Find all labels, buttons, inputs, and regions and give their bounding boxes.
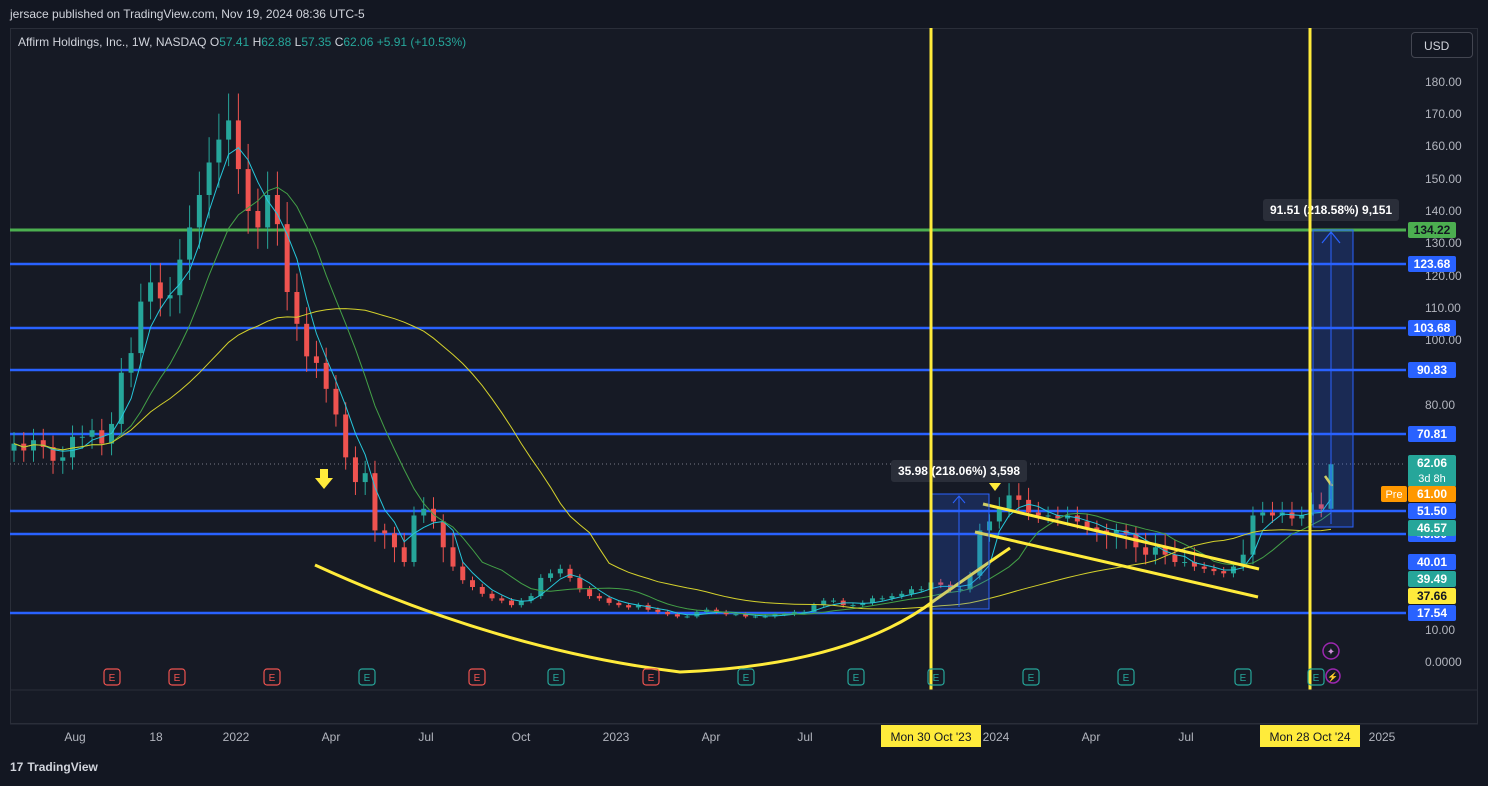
x-tick-label: Apr <box>1082 730 1101 744</box>
low-label: L <box>294 35 302 49</box>
chart-frame[interactable] <box>10 28 1478 724</box>
x-tick-label: Jul <box>418 730 433 744</box>
x-tick-label: Jul <box>797 730 812 744</box>
x-tick-label: 2024 <box>983 730 1010 744</box>
change-value: +5.91 (+10.53%) <box>376 35 467 49</box>
open-label: O <box>209 35 220 49</box>
footer-brand: 17 TradingView <box>10 760 98 774</box>
top-bar: jersace published on TradingView.com, No… <box>0 0 1488 28</box>
x-tick-label: 2025 <box>1369 730 1396 744</box>
publisher-line: jersace published on TradingView.com, No… <box>10 7 365 21</box>
brand-name: TradingView <box>27 760 98 774</box>
x-tick-label: 18 <box>149 730 163 744</box>
x-tick-label: 2023 <box>603 730 630 744</box>
symbol-legend: Affirm Holdings, Inc., 1W, NASDAQ O57.41… <box>18 35 466 49</box>
tv-logo-icon: 17 <box>10 760 24 774</box>
x-tick-label: Apr <box>322 730 341 744</box>
x-tick-label: Oct <box>512 730 531 744</box>
symbol-name: Affirm Holdings, Inc., 1W, NASDAQ <box>18 35 207 49</box>
date-marker-label: Mon 30 Oct '23 <box>891 730 972 744</box>
x-tick-label: 2022 <box>223 730 250 744</box>
close-label: C <box>334 35 344 49</box>
high-label: H <box>252 35 262 49</box>
x-tick-label: Jul <box>1178 730 1193 744</box>
date-marker-label: Mon 28 Oct '24 <box>1270 730 1351 744</box>
open-value: 57.41 <box>219 35 250 49</box>
low-value: 57.35 <box>301 35 332 49</box>
currency-button[interactable]: USD <box>1411 32 1473 58</box>
x-tick-label: Apr <box>702 730 721 744</box>
x-tick-label: Aug <box>64 730 85 744</box>
date-marker-bg <box>1260 725 1360 747</box>
close-value: 62.06 <box>343 35 374 49</box>
high-value: 62.88 <box>261 35 292 49</box>
date-marker-bg <box>881 725 981 747</box>
